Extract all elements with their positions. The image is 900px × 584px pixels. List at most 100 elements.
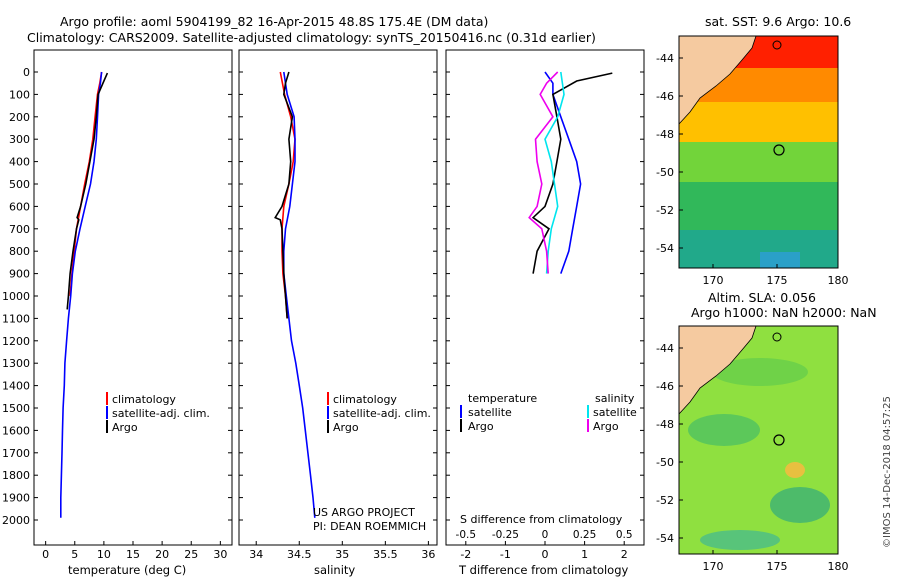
s-tick-label: 0.5 xyxy=(616,529,633,541)
salinity-series xyxy=(274,71,316,518)
depth-tick-label: 800 xyxy=(9,245,30,258)
legend-label-climatology: climatology xyxy=(333,393,397,406)
project-note: US ARGO PROJECT xyxy=(313,506,415,519)
sla-map-title2: Argo h1000: NaN h2000: NaN xyxy=(691,305,877,320)
depth-tick-label: 1200 xyxy=(2,335,30,348)
lat-tick-label: -44 xyxy=(656,342,674,355)
legend-label-s-satellite: satellite xyxy=(593,406,637,419)
legend-label-t-satellite: satellite xyxy=(468,406,512,419)
sla-patch-4 xyxy=(785,462,805,478)
legend-label-satellite: satellite-adj. clim. xyxy=(112,407,210,420)
argo-float-marker xyxy=(773,144,785,156)
difference-panel xyxy=(445,49,645,546)
depth-tick-label: 1900 xyxy=(2,492,30,505)
sst-band-yellow xyxy=(679,102,838,142)
island-outline xyxy=(772,332,782,342)
depth-tick-label: 600 xyxy=(9,200,30,213)
x-tick-label: 34.5 xyxy=(287,548,312,561)
watermark: ©IMOS 14-Dec-2018 04:57:25 xyxy=(882,396,893,548)
temperature-panel xyxy=(33,49,233,546)
s-tick-label: -0.25 xyxy=(492,529,519,541)
salinity-x-axis: 34 34.5 35 35.5 36 xyxy=(249,541,435,561)
lat-tick-label: -50 xyxy=(656,456,674,469)
sla-map xyxy=(678,325,839,555)
difference-xlabel: T difference from climatology xyxy=(458,563,629,577)
x-tick-label: 25 xyxy=(184,548,198,561)
series-line-salinity-satellite xyxy=(544,71,565,274)
depth-tick-label: 900 xyxy=(9,268,30,281)
lon-tick-label: 180 xyxy=(828,560,849,573)
sla-map-lon-axis: 170 175 180 xyxy=(703,550,849,573)
lat-tick-label: -48 xyxy=(656,418,674,431)
difference-s-axis: -0.5 -0.25 0 0.25 0.5 xyxy=(456,529,633,541)
depth-tick-label: 1600 xyxy=(2,424,30,437)
pi-note: PI: DEAN ROEMMICH xyxy=(313,520,426,533)
sst-band-lime xyxy=(679,142,838,182)
difference-legend: temperature salinity satellite Argo sate… xyxy=(460,392,637,433)
sst-band-green xyxy=(679,182,838,230)
depth-tick-label: 500 xyxy=(9,178,30,191)
x-tick-label: 35 xyxy=(335,548,349,561)
sla-patch-3 xyxy=(770,487,830,523)
x-tick-label: 0 xyxy=(42,548,49,561)
temperature-legend: climatology satellite-adj. clim. Argo xyxy=(106,392,210,434)
lon-tick-label: 175 xyxy=(767,560,788,573)
depth-tick-label: 1300 xyxy=(2,357,30,370)
legend-label-satellite: satellite-adj. clim. xyxy=(333,407,431,420)
figure-title-line1: Argo profile: aoml 5904199_82 16-Apr-201… xyxy=(60,14,488,29)
series-line-satellite-adj-clim- xyxy=(59,71,103,518)
series-line-argo xyxy=(66,72,109,310)
depth-tick-label: 2000 xyxy=(2,514,30,527)
lon-tick-label: 180 xyxy=(828,274,849,287)
sst-map xyxy=(678,35,839,269)
depth-tick-label: 700 xyxy=(9,223,30,236)
lat-tick-label: -52 xyxy=(656,494,674,507)
depth-tick-label: 300 xyxy=(9,133,30,146)
depth-tick-label: 1700 xyxy=(2,447,30,460)
sst-map-lat-axis: -44 -46 -48 -50 -52 -54 xyxy=(656,52,683,255)
depth-tick-label: 1800 xyxy=(2,469,30,482)
series-line-climatology xyxy=(69,71,103,297)
x-tick-label: 34 xyxy=(249,548,263,561)
depth-tick-label: 1000 xyxy=(2,290,30,303)
sst-map-title: sat. SST: 9.6 Argo: 10.6 xyxy=(705,14,851,29)
difference-x-axis: -2 -1 0 1 2 xyxy=(460,541,628,561)
difference-xlabel-top: S difference from climatology xyxy=(460,513,623,526)
depth-tick-label: 0 xyxy=(23,66,30,79)
lat-tick-label: -52 xyxy=(656,204,674,217)
x-tick-label: 20 xyxy=(155,548,169,561)
x-tick-label: 2 xyxy=(621,548,628,561)
sla-map-title1: Altim. SLA: 0.056 xyxy=(708,290,816,305)
x-tick-label: 35.5 xyxy=(373,548,398,561)
temperature-x-axis: 0 5 10 15 20 25 30 xyxy=(42,541,227,561)
temperature-xlabel: temperature (deg C) xyxy=(68,563,186,577)
temperature-series xyxy=(59,71,109,518)
depth-tick-label: 200 xyxy=(9,111,30,124)
lon-tick-label: 175 xyxy=(767,274,788,287)
x-tick-label: 36 xyxy=(421,548,435,561)
lat-tick-label: -46 xyxy=(656,380,674,393)
series-line-temperature-satellite xyxy=(544,71,582,274)
x-tick-label: -1 xyxy=(500,548,511,561)
sla-patch-2 xyxy=(688,414,760,446)
x-tick-label: -2 xyxy=(460,548,471,561)
legend-label-climatology: climatology xyxy=(112,393,176,406)
legend-label-t-argo: Argo xyxy=(468,420,494,433)
x-tick-label: 15 xyxy=(126,548,140,561)
sla-patch-5 xyxy=(700,530,780,550)
sla-patch-1 xyxy=(712,358,808,386)
salinity-legend: climatology satellite-adj. clim. Argo US… xyxy=(313,392,431,533)
sla-map-lat-axis: -44 -46 -48 -50 -52 -54 xyxy=(656,342,683,545)
legend-label-argo: Argo xyxy=(333,421,359,434)
lon-tick-label: 170 xyxy=(703,560,724,573)
lat-tick-label: -54 xyxy=(656,242,674,255)
depth-tick-label: 1500 xyxy=(2,402,30,415)
series-line-argo xyxy=(274,71,294,319)
depth-axis: 0 100 200 300 400 500 600 700 800 900 1000 1100 1200… xyxy=(2,66,644,527)
x-tick-label: 1 xyxy=(581,548,588,561)
lon-tick-label: 170 xyxy=(703,274,724,287)
salinity-xlabel: salinity xyxy=(314,563,355,577)
x-tick-label: 0 xyxy=(542,548,549,561)
lat-tick-label: -50 xyxy=(656,166,674,179)
